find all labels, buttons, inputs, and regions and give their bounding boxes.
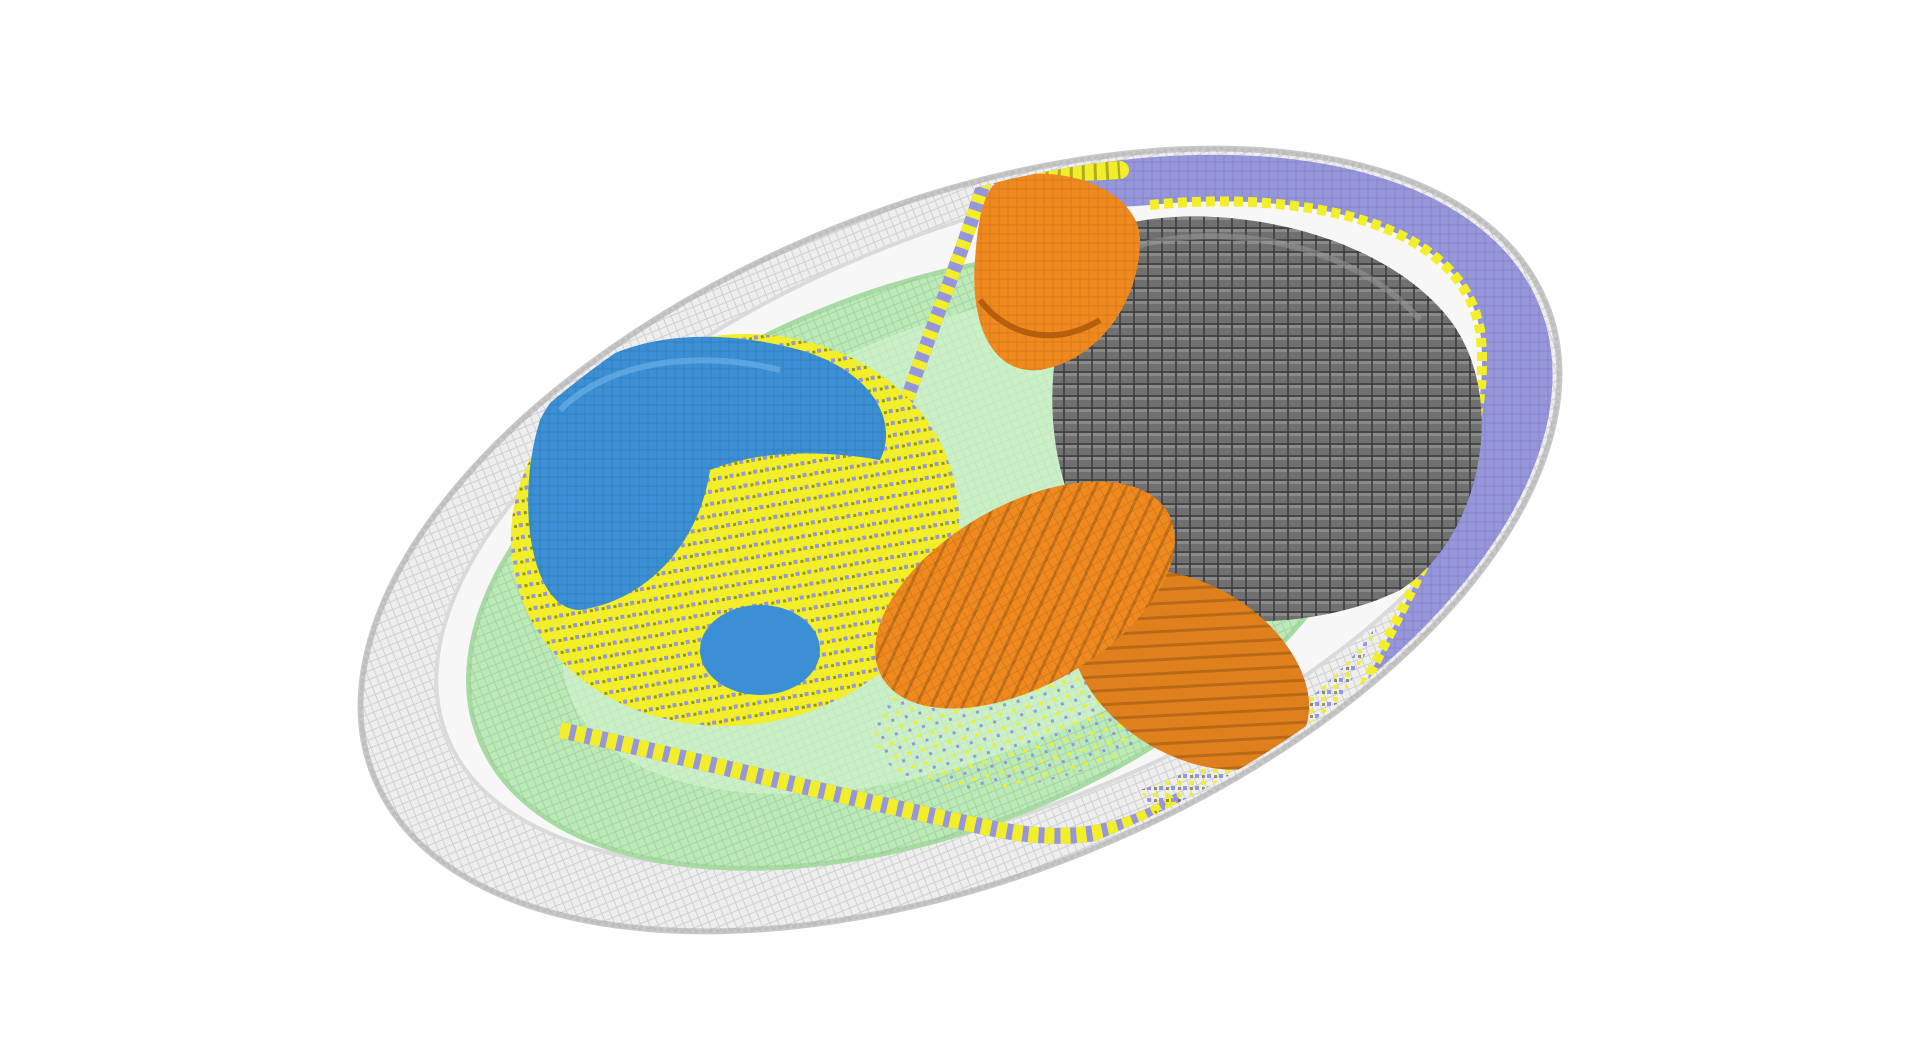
orange-body-middle	[875, 481, 1175, 709]
violet-region	[930, 83, 1589, 772]
blue-body	[528, 336, 887, 695]
orange-body-top	[974, 173, 1140, 371]
